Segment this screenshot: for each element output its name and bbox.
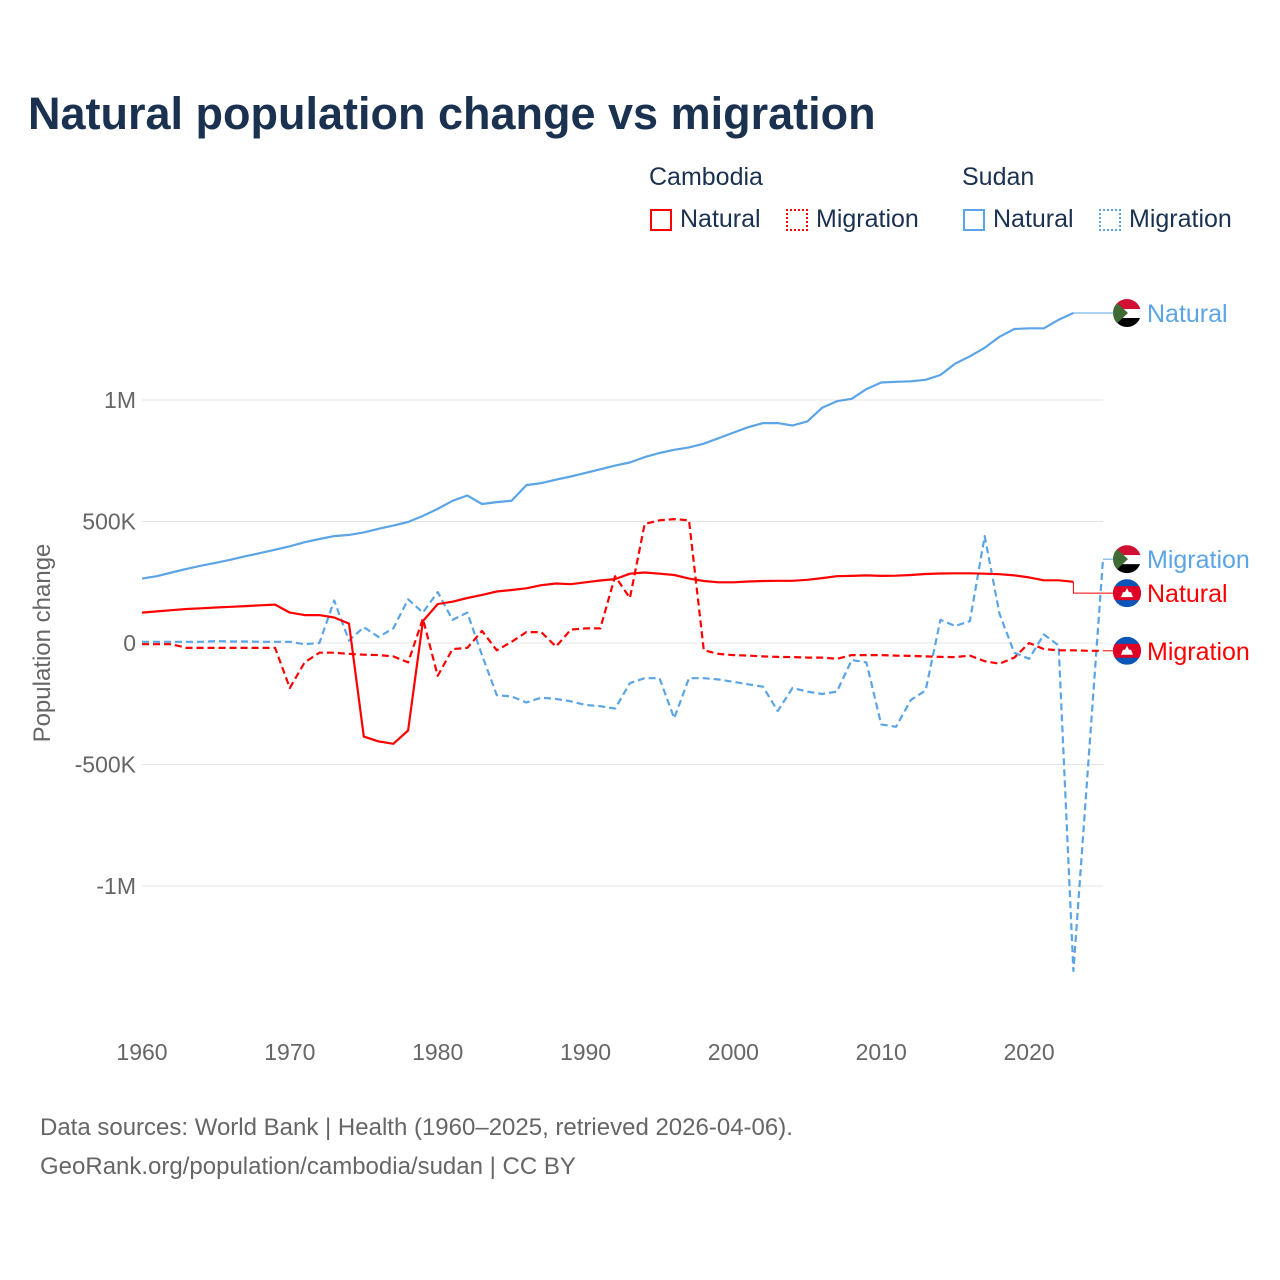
end-label-sudan-natural: Natural	[1073, 299, 1228, 328]
sudan-migration-line	[142, 535, 1105, 973]
flag-triangle	[1113, 299, 1128, 328]
flag-triangle	[1113, 545, 1128, 574]
sudan-flag-icon	[1113, 545, 1141, 574]
flag-stripe	[1113, 299, 1141, 310]
legend-group-sudan: Sudan	[962, 163, 1035, 191]
end-label-text: Natural	[1147, 300, 1228, 328]
flag-stripe	[1113, 318, 1141, 328]
data-source-text: Data sources: World Bank | Health (1960–…	[40, 1114, 793, 1141]
legend-swatch-dotted-icon	[1099, 208, 1121, 231]
cambodia-natural-line	[141, 571, 1074, 745]
x-tick-label: 2000	[708, 1039, 759, 1065]
y-tick-label: 0	[123, 630, 136, 656]
legend-swatch-solid-icon	[963, 208, 985, 231]
flag-body	[1113, 545, 1141, 574]
cambodia-migration-line	[142, 518, 1103, 690]
attribution-link[interactable]: GeoRank.org/population/cambodia/sudan | …	[40, 1153, 576, 1180]
y-tick-label: -1M	[96, 873, 136, 899]
legend-group-cambodia: Cambodia	[649, 163, 763, 191]
end-label-text: Migration	[1147, 546, 1250, 574]
legend-cambodia-natural[interactable]: Natural	[650, 205, 761, 234]
x-tick-label: 2010	[856, 1039, 907, 1065]
end-label-text: Natural	[1147, 580, 1228, 608]
label-connector	[1072, 581, 1113, 594]
legend-label: Natural	[993, 205, 1074, 233]
y-tick-label: 1M	[104, 387, 136, 413]
legend-cambodia-migration[interactable]: Migration	[786, 205, 919, 234]
x-tick-label: 1990	[560, 1039, 611, 1065]
legend-label: Migration	[816, 205, 919, 233]
flag-stripe	[1113, 564, 1141, 574]
x-tick-label: 1960	[116, 1039, 167, 1065]
flag-stripe	[1113, 545, 1141, 556]
legend-label: Natural	[680, 205, 761, 233]
flag-body	[1113, 579, 1141, 608]
y-tick-label: 500K	[82, 509, 136, 535]
y-tick-label: -500K	[75, 752, 137, 778]
x-tick-label: 1980	[412, 1039, 463, 1065]
end-label-cambodia-natural: Natural	[1072, 579, 1228, 608]
flag-body	[1113, 299, 1141, 328]
legend-swatch-dotted-icon	[786, 208, 808, 231]
flag-body	[1113, 636, 1141, 665]
x-tick-label: 2020	[1003, 1039, 1054, 1065]
temple-icon	[1121, 588, 1133, 598]
sudan-flag-icon	[1113, 299, 1141, 328]
end-label-sudan-migration: Migration	[1103, 545, 1250, 574]
legend-sudan-migration[interactable]: Migration	[1099, 205, 1232, 234]
y-axis-label: Population change	[29, 544, 56, 743]
chart-title: Natural population change vs migration	[28, 88, 876, 139]
cambodia-flag-icon	[1113, 636, 1141, 665]
legend-swatch-solid-icon	[650, 208, 672, 231]
footer: Data sources: World Bank | Health (1960–…	[40, 1108, 793, 1186]
legend-label: Migration	[1129, 205, 1232, 233]
cambodia-flag-icon	[1113, 579, 1141, 608]
temple-icon	[1121, 645, 1133, 655]
x-tick-label: 1970	[264, 1039, 315, 1065]
end-label-text: Migration	[1147, 638, 1250, 666]
legend-sudan-natural[interactable]: Natural	[963, 205, 1074, 234]
end-label-cambodia-migration: Migration	[1103, 636, 1250, 666]
sudan-natural-line	[141, 312, 1074, 580]
